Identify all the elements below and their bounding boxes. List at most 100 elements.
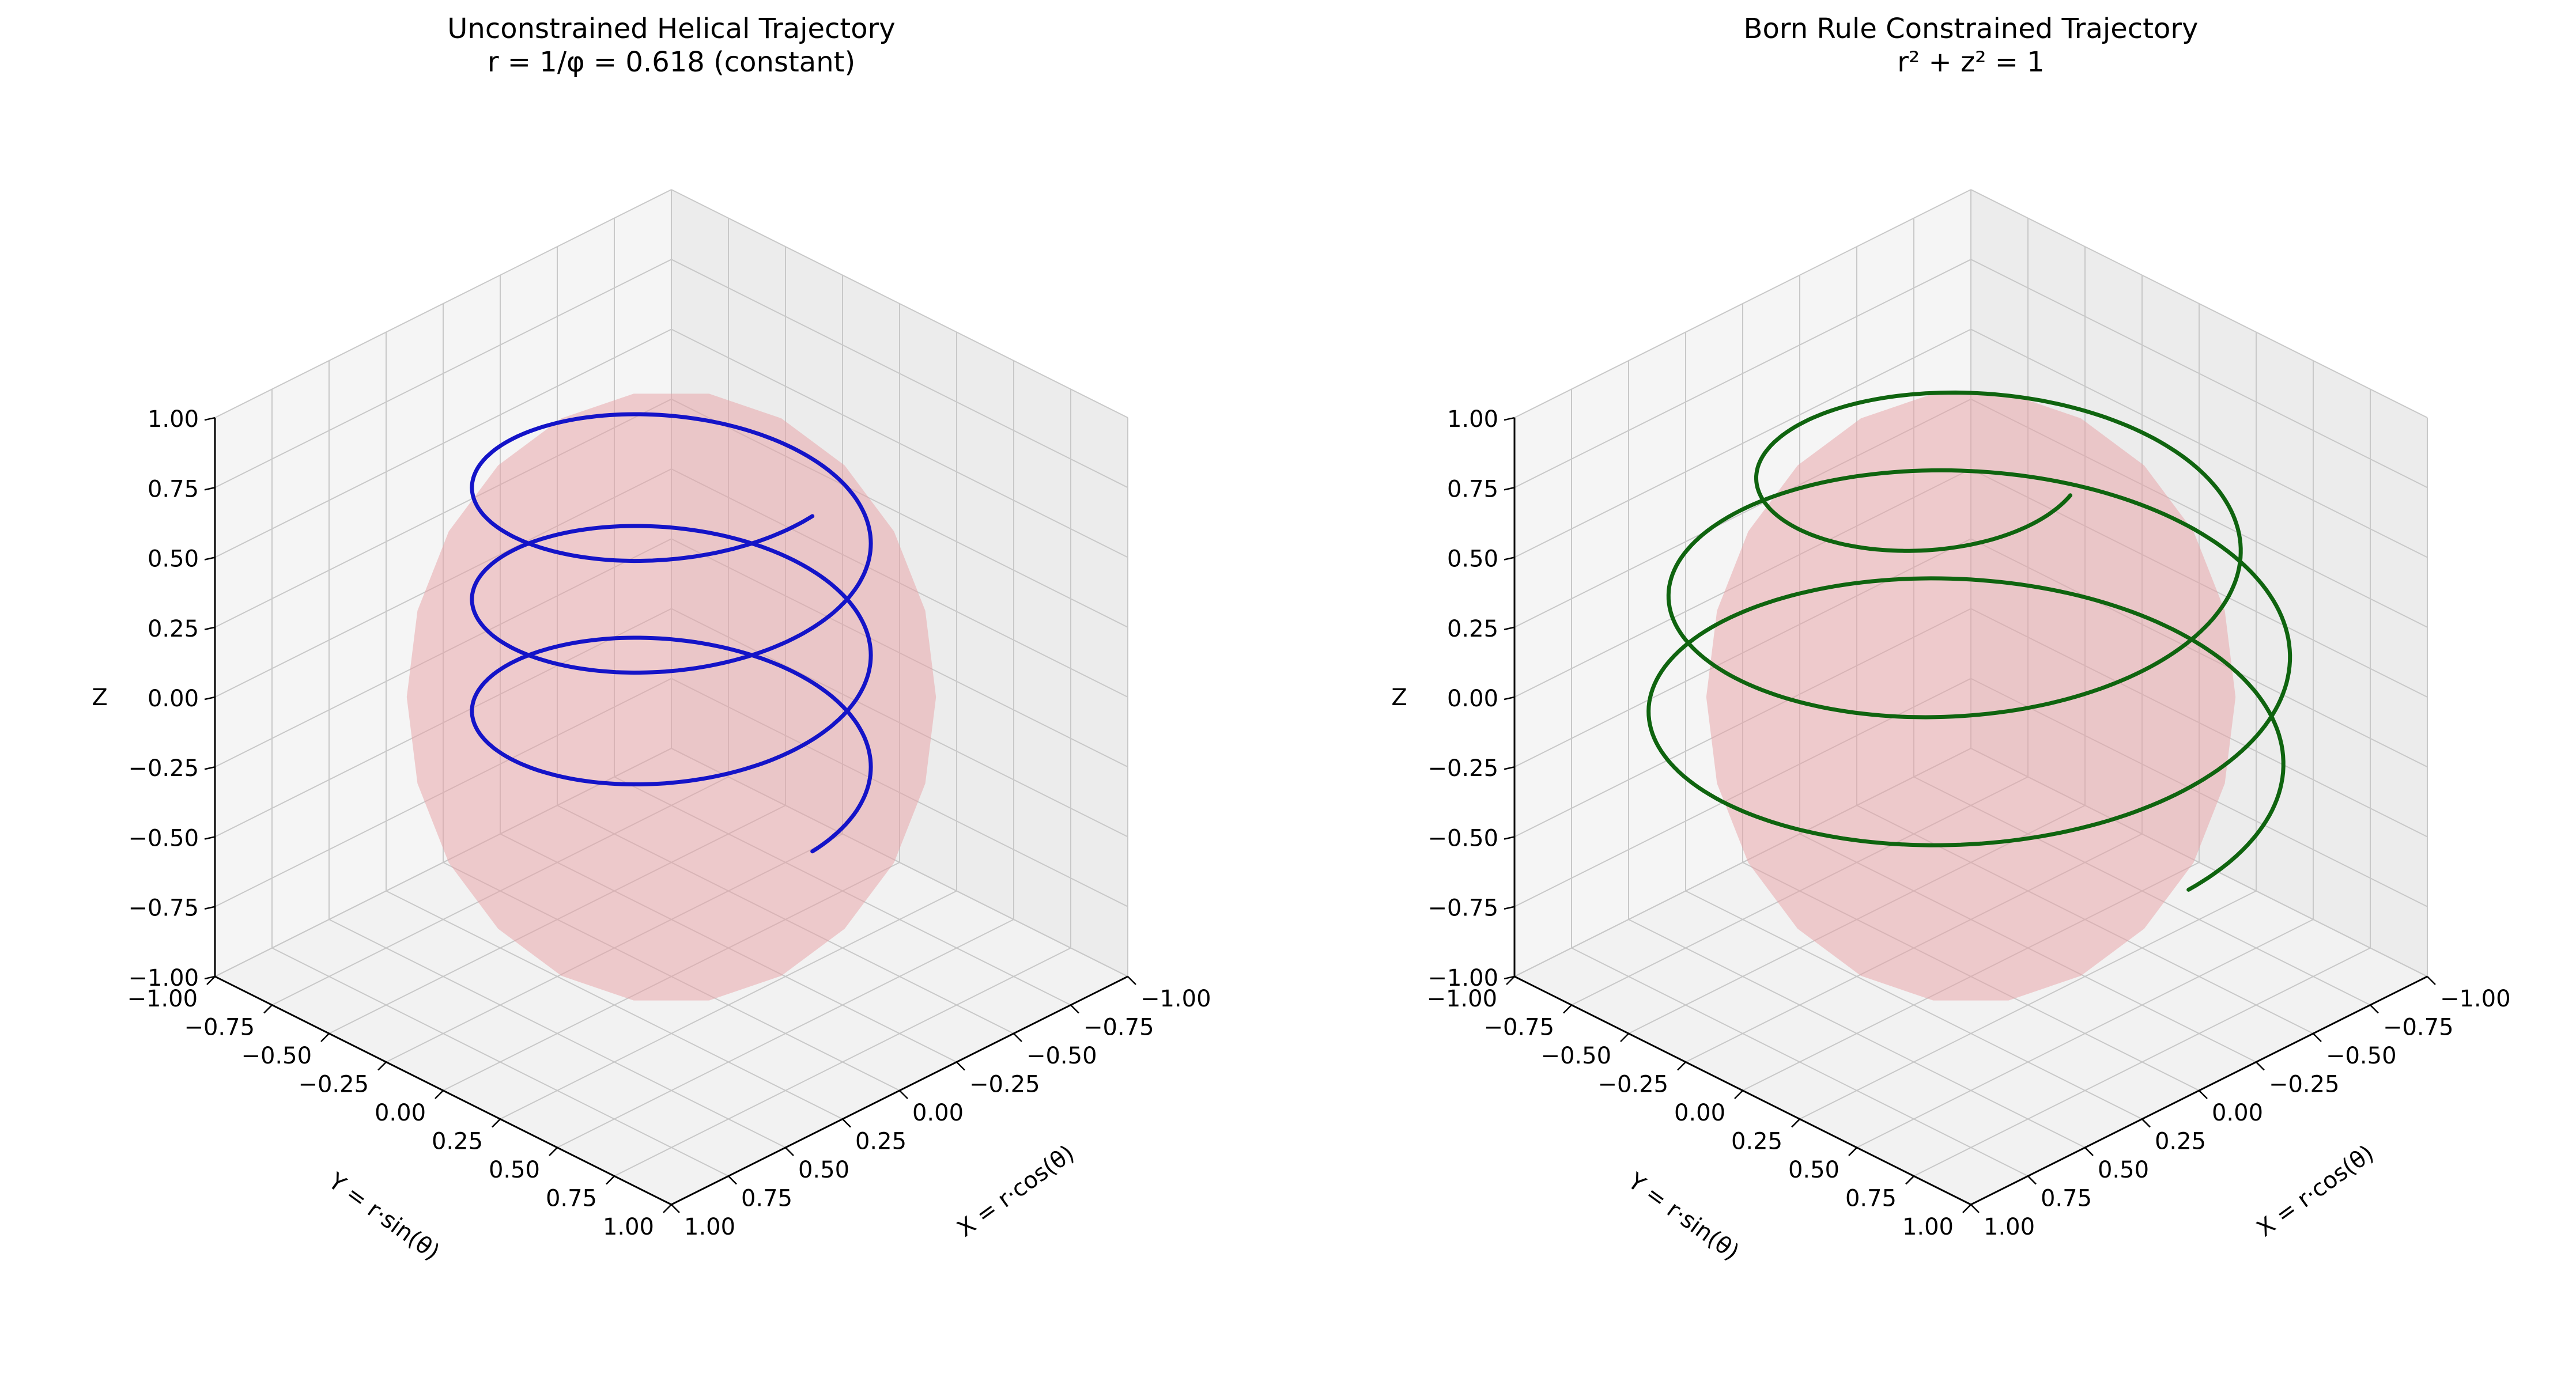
z-tick	[204, 906, 216, 910]
z-tick	[204, 766, 216, 770]
axis-ticks: −1.00−1.00 −1.00−0.75−0.75 −0.75−0.50−0.50…	[127, 406, 1211, 1240]
z-tick-label: 0.00	[1447, 686, 1498, 712]
series-line-0	[470, 412, 873, 854]
gridline	[1970, 328, 2428, 558]
gridline	[1571, 947, 2029, 1177]
gridline	[1685, 890, 2143, 1120]
sphere-surface	[1706, 393, 2236, 1001]
gridline	[214, 189, 672, 418]
z-tick	[204, 557, 216, 561]
x-tick	[2084, 1147, 2094, 1156]
chart-subtitle: r² + z² = 1	[1897, 46, 2044, 78]
x-tick-label: 0.00	[912, 1100, 964, 1126]
z-tick-label: −0.25	[1427, 755, 1498, 782]
y-tick-label: 1.00	[603, 1214, 654, 1240]
series-group	[1646, 390, 2292, 892]
z-tick	[204, 696, 216, 701]
y-tick	[1848, 1147, 1857, 1156]
chart-title: Born Rule Constrained Trajectory	[1744, 13, 2199, 45]
x-tick	[785, 1147, 794, 1156]
z-tick	[204, 836, 216, 840]
y-tick-label: 0.75	[546, 1185, 597, 1212]
gridline	[1514, 259, 1971, 489]
gridline	[1514, 328, 1971, 558]
z-tick	[1504, 766, 1515, 770]
gridline	[1514, 189, 1971, 418]
x-tick	[2141, 1118, 2151, 1128]
x-tick-label: 0.75	[741, 1185, 792, 1212]
x-tick	[1127, 976, 1136, 985]
z-tick	[1504, 417, 1515, 421]
z-tick	[1504, 906, 1515, 910]
gridline	[1913, 947, 2371, 1177]
gridline	[1970, 189, 2428, 418]
z-tick	[204, 417, 216, 421]
gridline	[614, 947, 1071, 1177]
y-tick	[1962, 1204, 1971, 1213]
z-tick	[1504, 626, 1515, 630]
series-line-0	[1646, 390, 2292, 892]
z-tick-label: −0.50	[1427, 825, 1498, 851]
gridline	[386, 890, 843, 1120]
x-axis-label: X = r·cos(θ)	[2252, 1140, 2379, 1242]
series-group	[470, 412, 873, 854]
y-tick	[663, 1204, 672, 1213]
gridline	[328, 919, 786, 1148]
z-tick	[1504, 696, 1515, 701]
y-axis-label: Y = r·sin(θ)	[1623, 1168, 1744, 1266]
z-tick-label: −1.00	[128, 965, 199, 991]
y-tick-label: 0.00	[375, 1100, 426, 1126]
axis-ticks: −1.00−1.00 −1.00−0.75−0.75 −0.75−0.50−0.50…	[1426, 406, 2510, 1240]
y-tick-label: 0.25	[432, 1128, 483, 1155]
x-tick	[2027, 1175, 2037, 1185]
x-tick-label: 1.00	[1984, 1214, 2035, 1240]
y-tick	[1677, 1061, 1686, 1071]
z-tick-label: −0.75	[1427, 895, 1498, 922]
x-tick	[728, 1175, 737, 1185]
y-tick	[377, 1061, 387, 1071]
y-tick-label: −0.50	[241, 1043, 312, 1069]
x-tick-label: −0.25	[2269, 1071, 2340, 1097]
y-tick	[492, 1118, 501, 1128]
chart-panel-born-rule: Born Rule Constrained Trajectory r² + z²…	[1391, 13, 2510, 1266]
z-tick-label: −0.50	[128, 825, 199, 851]
y-tick-label: 0.25	[1731, 1128, 1782, 1155]
x-tick	[671, 1204, 680, 1213]
z-tick-label: 0.50	[148, 546, 199, 573]
x-tick-label: 0.00	[2212, 1100, 2263, 1126]
y-tick-label: 1.00	[1902, 1214, 1954, 1240]
x-tick-label: −0.50	[2326, 1043, 2397, 1069]
y-tick-label: −0.75	[184, 1014, 255, 1040]
y-tick	[549, 1147, 558, 1156]
x-tick-label: 1.00	[684, 1214, 735, 1240]
y-tick	[1620, 1033, 1629, 1042]
z-tick-label: 0.25	[148, 616, 199, 642]
x-tick-label: 0.50	[798, 1157, 849, 1183]
z-tick	[1504, 975, 1515, 980]
y-tick	[435, 1090, 444, 1099]
x-tick	[2199, 1090, 2208, 1099]
y-tick-label: 0.50	[489, 1157, 540, 1183]
gridline	[1970, 259, 2428, 489]
gridline	[671, 328, 1128, 558]
x-tick-label: 0.25	[855, 1128, 906, 1155]
z-tick	[204, 626, 216, 630]
x-tick	[956, 1061, 965, 1071]
gridline	[1856, 919, 2314, 1148]
x-tick	[2427, 976, 2436, 985]
y-tick	[1563, 1004, 1572, 1014]
x-tick-label: 0.75	[2041, 1185, 2092, 1212]
y-tick	[606, 1175, 615, 1185]
x-tick-label: −0.75	[2383, 1014, 2454, 1040]
z-tick-label: 0.25	[1447, 616, 1498, 642]
y-tick-label: −0.25	[298, 1071, 369, 1097]
z-tick-label: 0.75	[1447, 476, 1498, 502]
z-tick-label: 1.00	[1447, 406, 1498, 433]
y-tick	[263, 1004, 273, 1014]
z-tick-label: −0.25	[128, 755, 199, 782]
y-tick-label: 0.75	[1845, 1185, 1897, 1212]
z-tick	[1504, 487, 1515, 491]
gridline	[214, 328, 672, 558]
y-tick	[1734, 1090, 1743, 1099]
